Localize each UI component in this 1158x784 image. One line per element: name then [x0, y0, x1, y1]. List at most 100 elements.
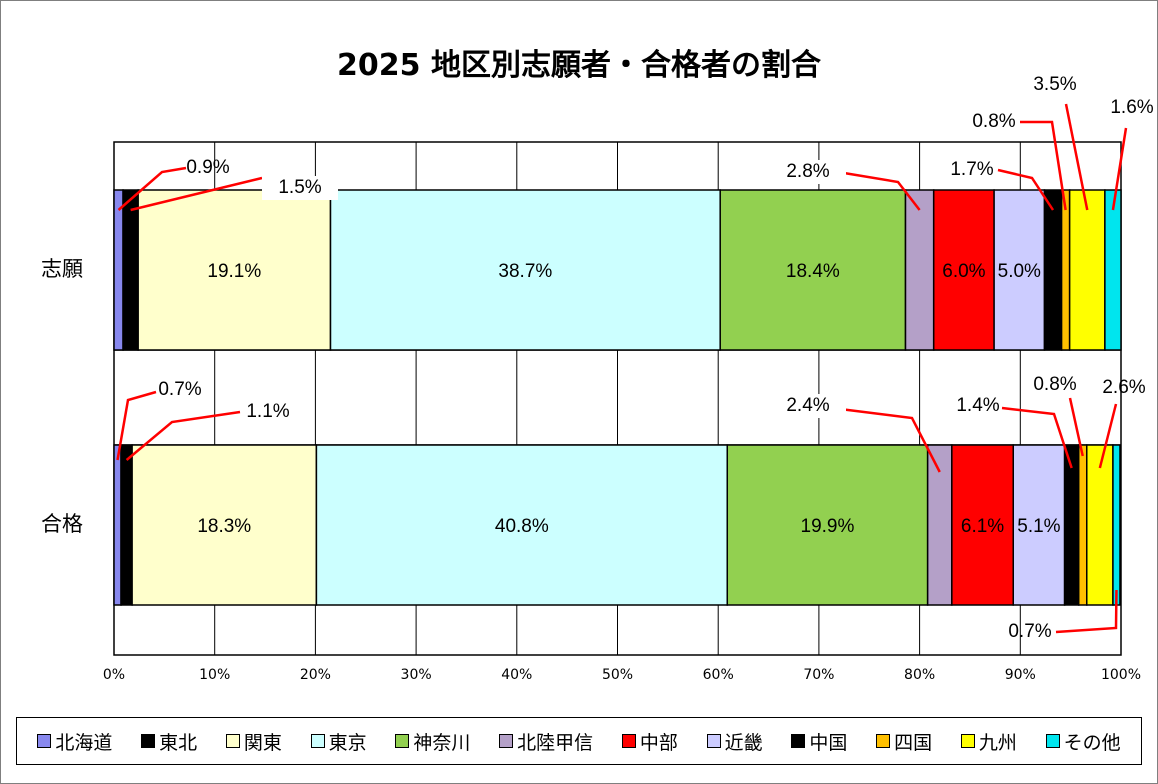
data-label: 38.7% — [498, 261, 552, 282]
legend-item: 北陸甲信 — [499, 728, 593, 755]
leader-line — [125, 410, 241, 461]
legend-swatch — [37, 734, 52, 748]
bar-segment — [131, 444, 318, 606]
data-label-bg — [262, 176, 338, 200]
data-label: 6.1% — [961, 516, 1004, 537]
legend-swatch — [225, 734, 240, 748]
leader-line — [1055, 589, 1118, 634]
leader-line — [837, 170, 921, 211]
data-label: 3.5% — [1033, 74, 1076, 95]
leader-line — [1064, 103, 1089, 211]
category-label: 合格 — [41, 512, 83, 536]
chart-legend: 北海道 東北 関東 東京 神奈川 北陸甲信 中部 近畿 中国 四国 九州 その他 — [16, 717, 1142, 765]
x-tick-label: 30% — [401, 667, 432, 683]
data-label: 19.9% — [801, 516, 855, 537]
bar-segment — [951, 444, 1015, 606]
data-label: 19.1% — [207, 261, 261, 282]
bar-segment — [1104, 189, 1122, 351]
chart-title: 2025 地区別志願者・合格者の割合 — [337, 48, 821, 83]
bar-segment — [904, 189, 935, 351]
data-label-bg — [770, 160, 846, 184]
leader-line — [1020, 120, 1067, 211]
data-label: 1.4% — [956, 395, 999, 416]
bar-segment — [932, 189, 995, 351]
x-tick-label: 40% — [501, 667, 532, 683]
legend-swatch — [310, 734, 325, 748]
legend-label: 近畿 — [724, 731, 763, 754]
bar-segment — [719, 189, 907, 351]
x-tick-label: 90% — [1005, 667, 1036, 683]
bar-segment — [726, 444, 929, 606]
legend-item: その他 — [1045, 728, 1121, 755]
bar-segment — [1068, 189, 1106, 351]
data-label: 1.7% — [950, 159, 993, 180]
data-label: 0.7% — [158, 379, 201, 400]
legend-label: 北陸甲信 — [517, 731, 594, 754]
legend-item: 中国 — [791, 728, 847, 755]
data-label-bg — [770, 394, 846, 418]
legend-item: 東京 — [310, 728, 367, 755]
x-tick-label: 70% — [803, 667, 834, 683]
legend-swatch — [1045, 734, 1060, 748]
leader-line — [997, 168, 1055, 211]
data-label: 6.0% — [942, 261, 985, 282]
bar-segment — [120, 444, 133, 606]
data-label: 0.8% — [1033, 374, 1076, 395]
legend-swatch — [621, 734, 636, 748]
x-tick-label: 10% — [199, 667, 230, 683]
data-label: 2.8% — [786, 161, 829, 182]
bar-segment — [113, 444, 122, 606]
data-label: 1.5% — [278, 177, 321, 198]
bar-segment — [1112, 444, 1121, 606]
bar-segment — [1086, 444, 1114, 606]
bar-segment — [1043, 189, 1063, 351]
legend-label: 神奈川 — [413, 731, 471, 754]
legend-label: その他 — [1063, 731, 1121, 754]
legend-label: 九州 — [978, 731, 1017, 754]
data-label: 5.0% — [998, 261, 1041, 282]
legend-item: 北海道 — [37, 728, 112, 755]
legend-item: 四国 — [876, 728, 932, 755]
legend-item: 中部 — [621, 728, 678, 755]
legend-label: 中国 — [809, 731, 848, 754]
leader-line — [831, 406, 941, 473]
legend-swatch — [876, 734, 891, 748]
legend-label: 東北 — [159, 731, 198, 754]
data-label: 40.8% — [495, 516, 549, 537]
legend-item: 九州 — [960, 728, 1017, 755]
leader-line — [1111, 127, 1128, 211]
legend-item: 神奈川 — [395, 728, 470, 755]
data-label: 18.3% — [197, 516, 251, 537]
data-label: 2.4% — [786, 395, 829, 416]
bar-segment — [122, 189, 139, 351]
legend-label: 北海道 — [55, 731, 113, 754]
data-label: 0.9% — [186, 157, 229, 178]
data-label: 0.7% — [1008, 621, 1051, 642]
bar-segment — [137, 189, 332, 351]
x-tick-label: 100% — [1101, 667, 1141, 683]
data-label: 1.1% — [246, 401, 289, 422]
legend-swatch — [960, 734, 975, 748]
leader-line — [1068, 397, 1084, 457]
legend-item: 東北 — [141, 728, 197, 755]
leader-line — [1098, 403, 1118, 469]
category-label: 志願 — [41, 257, 83, 281]
legend-swatch — [499, 734, 514, 748]
bar-segment — [1012, 444, 1066, 606]
bar-segment — [1060, 189, 1071, 351]
bar-segment — [113, 189, 124, 351]
legend-label: 関東 — [243, 731, 282, 754]
x-tick-label: 0% — [103, 667, 125, 683]
legend-label: 東京 — [328, 731, 367, 754]
x-tick-label: 20% — [300, 667, 331, 683]
x-tick-label: 80% — [904, 667, 935, 683]
legend-item: 近畿 — [706, 728, 763, 755]
legend-swatch — [791, 734, 806, 748]
x-tick-label: 50% — [602, 667, 633, 683]
legend-label: 中部 — [639, 731, 678, 754]
x-tick-label: 60% — [703, 667, 734, 683]
leader-line — [130, 176, 263, 212]
legend-swatch — [395, 734, 410, 748]
bar-segment — [926, 444, 953, 606]
